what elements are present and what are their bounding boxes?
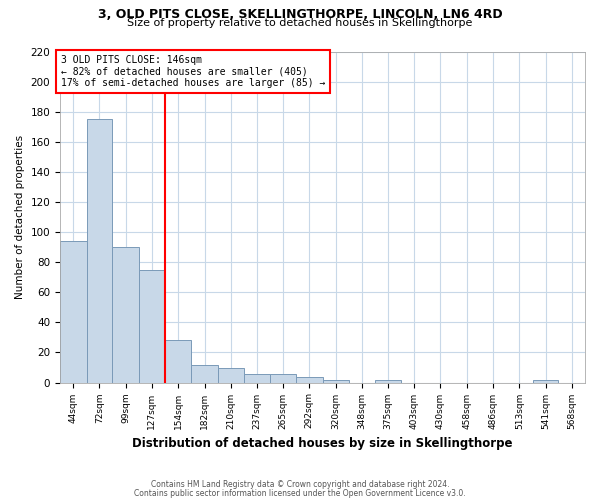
- Bar: [296, 376, 323, 382]
- Text: 3, OLD PITS CLOSE, SKELLINGTHORPE, LINCOLN, LN6 4RD: 3, OLD PITS CLOSE, SKELLINGTHORPE, LINCO…: [98, 8, 502, 20]
- Bar: [191, 364, 218, 382]
- Bar: [375, 380, 401, 382]
- Bar: [86, 119, 112, 382]
- Text: 3 OLD PITS CLOSE: 146sqm
← 82% of detached houses are smaller (405)
17% of semi-: 3 OLD PITS CLOSE: 146sqm ← 82% of detach…: [61, 54, 325, 88]
- Bar: [112, 247, 139, 382]
- Bar: [60, 241, 86, 382]
- X-axis label: Distribution of detached houses by size in Skellingthorpe: Distribution of detached houses by size …: [132, 437, 513, 450]
- Text: Contains public sector information licensed under the Open Government Licence v3: Contains public sector information licen…: [134, 489, 466, 498]
- Bar: [218, 368, 244, 382]
- Bar: [139, 270, 164, 382]
- Bar: [533, 380, 559, 382]
- Y-axis label: Number of detached properties: Number of detached properties: [15, 135, 25, 299]
- Bar: [164, 340, 191, 382]
- Text: Size of property relative to detached houses in Skellingthorpe: Size of property relative to detached ho…: [127, 18, 473, 28]
- Text: Contains HM Land Registry data © Crown copyright and database right 2024.: Contains HM Land Registry data © Crown c…: [151, 480, 449, 489]
- Bar: [244, 374, 270, 382]
- Bar: [270, 374, 296, 382]
- Bar: [323, 380, 349, 382]
